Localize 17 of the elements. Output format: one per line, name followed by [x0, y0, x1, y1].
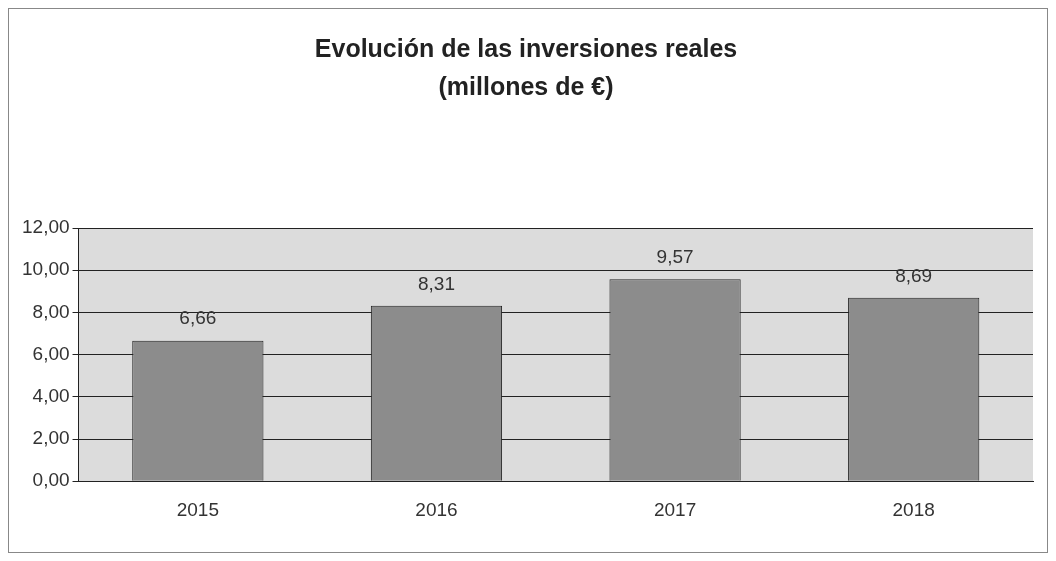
y-tick-label: 10,00	[22, 258, 70, 280]
data-label: 8,69	[895, 264, 933, 286]
y-tick-label: 2,00	[32, 427, 70, 449]
x-tick-label: 2016	[415, 498, 458, 520]
chart-title: Evolución de las inversiones reales	[314, 33, 738, 62]
data-label: 9,57	[656, 246, 694, 268]
y-tick-label: 12,00	[22, 216, 70, 238]
x-tick-label: 2018	[892, 498, 935, 520]
data-label: 8,31	[417, 272, 455, 294]
y-tick-label: 6,00	[32, 342, 70, 364]
chart-subtitle: (millones de €)	[438, 71, 614, 100]
x-tick-label: 2015	[176, 498, 219, 520]
y-tick-label: 8,00	[32, 300, 70, 322]
data-label: 6,66	[179, 307, 217, 329]
y-tick-label: 4,00	[32, 385, 70, 407]
x-tick-label: 2017	[653, 498, 697, 520]
y-tick-label: 0,00	[32, 469, 70, 491]
